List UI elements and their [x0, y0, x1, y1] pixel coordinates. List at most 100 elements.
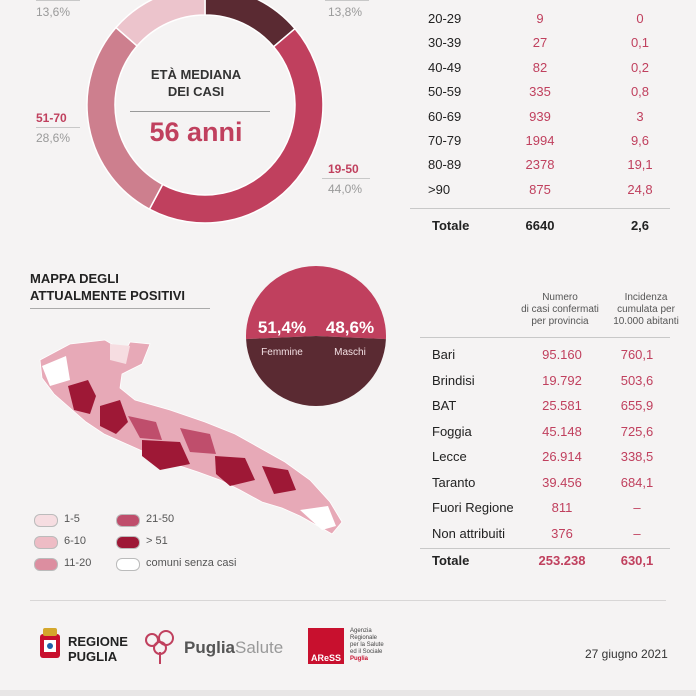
age-row-cases: 9 [536, 11, 544, 26]
province-cases: 45.148 [542, 423, 582, 439]
province-incidence: 503,6 [620, 372, 654, 388]
age-row-cases: 27 [532, 35, 548, 51]
gender-pie [246, 266, 386, 406]
gender-slice-male [246, 336, 386, 406]
bottom-strip [0, 690, 696, 696]
province-table-total-divider [420, 548, 670, 549]
province-table-top-divider [420, 337, 670, 338]
median-age-title-line2: DEI CASI [167, 84, 225, 99]
aress-line3: per la Salute [350, 642, 384, 648]
province-cases: 26.914 [542, 449, 582, 464]
age-row-label: 80-89 [428, 157, 462, 173]
province-incidence: 655,9 [620, 398, 654, 413]
legend-label: 11-20 [64, 557, 92, 569]
age-group-left: 51-70 [36, 111, 67, 125]
age-group-right: 19-50 [328, 162, 359, 176]
legend-swatch [116, 514, 140, 527]
legend-swatch [34, 558, 58, 571]
puglia-salute-word1: Puglia [184, 638, 236, 657]
median-age-divider [130, 111, 270, 112]
age-row-label: 40-49 [428, 59, 462, 75]
map-zone-light-3 [110, 344, 130, 364]
age-row-label: >90 [428, 181, 451, 197]
legend-label: 6-10 [64, 535, 87, 547]
age-row-label: 50-59 [428, 84, 462, 100]
age-total-label: Totale [432, 218, 470, 233]
province-name: Brindisi [432, 372, 475, 388]
province-total-label: Totale [432, 553, 470, 568]
province-incidence: 760,1 [620, 347, 654, 362]
map-zone-light-2 [300, 506, 336, 530]
province-incidence: 338,5 [620, 449, 654, 464]
province-name: Non attribuiti [432, 525, 505, 541]
province-name: Taranto [432, 474, 476, 490]
age-row-pct: 19,1 [627, 157, 653, 173]
age-row-cases: 939 [529, 108, 551, 124]
province-cases: 811 [551, 500, 573, 515]
map-zone-mid-1 [180, 428, 216, 454]
map-zone-dark-1 [68, 380, 96, 414]
label-line-top-left [36, 0, 80, 1]
label-line-right [322, 178, 370, 179]
legend-label: comuni senza casi [146, 557, 237, 569]
regione-line2: PUGLIA [68, 649, 118, 664]
age-row-label: 20-29 [428, 11, 462, 26]
publication-date: 27 giugno 2021 [585, 647, 668, 661]
female-label: Femmine [261, 347, 303, 358]
map-title-line2: ATTUALMENTE POSITIVI [30, 288, 186, 303]
province-incidence: 684,1 [620, 474, 654, 490]
puglia-salute-tree-icon [145, 630, 174, 664]
age-row-pct: 0,1 [630, 35, 650, 51]
gender-slice-female [246, 266, 386, 340]
col-cases-header-line2: di casi confermati [521, 304, 599, 315]
col-incidence-header-line3: 10.000 abitanti [613, 316, 679, 327]
map-zone-mid-2 [128, 416, 162, 440]
province-total-incidence: 630,1 [620, 553, 654, 568]
puglia-salute-word2: Salute [235, 638, 284, 657]
age-table-total-divider [410, 208, 670, 209]
age-row-pct: 3 [636, 108, 644, 124]
puglia-salute-logo: PugliaSalute [184, 638, 283, 658]
aress-line4: ed il Sociale [350, 649, 383, 655]
legend-label: 21-50 [146, 513, 175, 525]
col-cases-header: Numero di casi confermati per provincia [515, 292, 605, 328]
age-row-pct: 0,2 [630, 59, 650, 75]
regione-puglia-logo: REGIONE PUGLIA [68, 634, 128, 664]
province-name: Lecce [432, 449, 467, 464]
map-title-underline [30, 308, 210, 309]
regione-line1: REGIONE [68, 634, 128, 649]
label-line-top-right [325, 0, 369, 1]
age-pct-top-right: 13,8% [328, 5, 363, 19]
province-cases: 25.581 [542, 398, 582, 413]
age-total-cases: 6640 [525, 218, 555, 233]
aress-line5: Puglia [350, 656, 369, 662]
province-incidence: – [633, 525, 641, 541]
legend-label: 1-5 [64, 513, 80, 525]
footer-divider [30, 600, 666, 601]
age-row-pct: 0 [636, 11, 644, 26]
age-total-pct: 2,6 [630, 218, 650, 233]
female-pct: 51,4% [257, 318, 307, 337]
age-donut-slice-19-50 [148, 27, 324, 224]
age-row-cases: 875 [529, 181, 551, 197]
province-cases: 95.160 [542, 347, 582, 362]
age-row-pct: 0,8 [630, 84, 650, 100]
col-cases-header-line1: Numero [542, 292, 578, 303]
province-name: Bari [432, 347, 456, 362]
age-row-cases: 2378 [525, 157, 555, 173]
map-zone-dark-4 [215, 456, 255, 486]
legend-swatch [34, 514, 58, 527]
col-cases-header-line3: per provincia [531, 316, 589, 327]
median-age-value: 56 anni [149, 117, 243, 147]
province-incidence: 725,6 [620, 423, 654, 439]
puglia-map [39, 339, 343, 535]
age-pct-left: 28,6% [36, 131, 71, 145]
legend-swatch [116, 536, 140, 549]
aress-caption: Agenzia Regionale per la Salute ed il So… [350, 628, 384, 663]
age-donut-chart [86, 0, 324, 224]
province-name: Foggia [432, 423, 472, 439]
age-row-pct: 24,8 [627, 181, 653, 197]
age-row-pct: 9,6 [630, 133, 650, 148]
median-age-title: ETÀ MEDIANA DEI CASI [128, 66, 264, 100]
male-label: Maschi [334, 347, 366, 358]
